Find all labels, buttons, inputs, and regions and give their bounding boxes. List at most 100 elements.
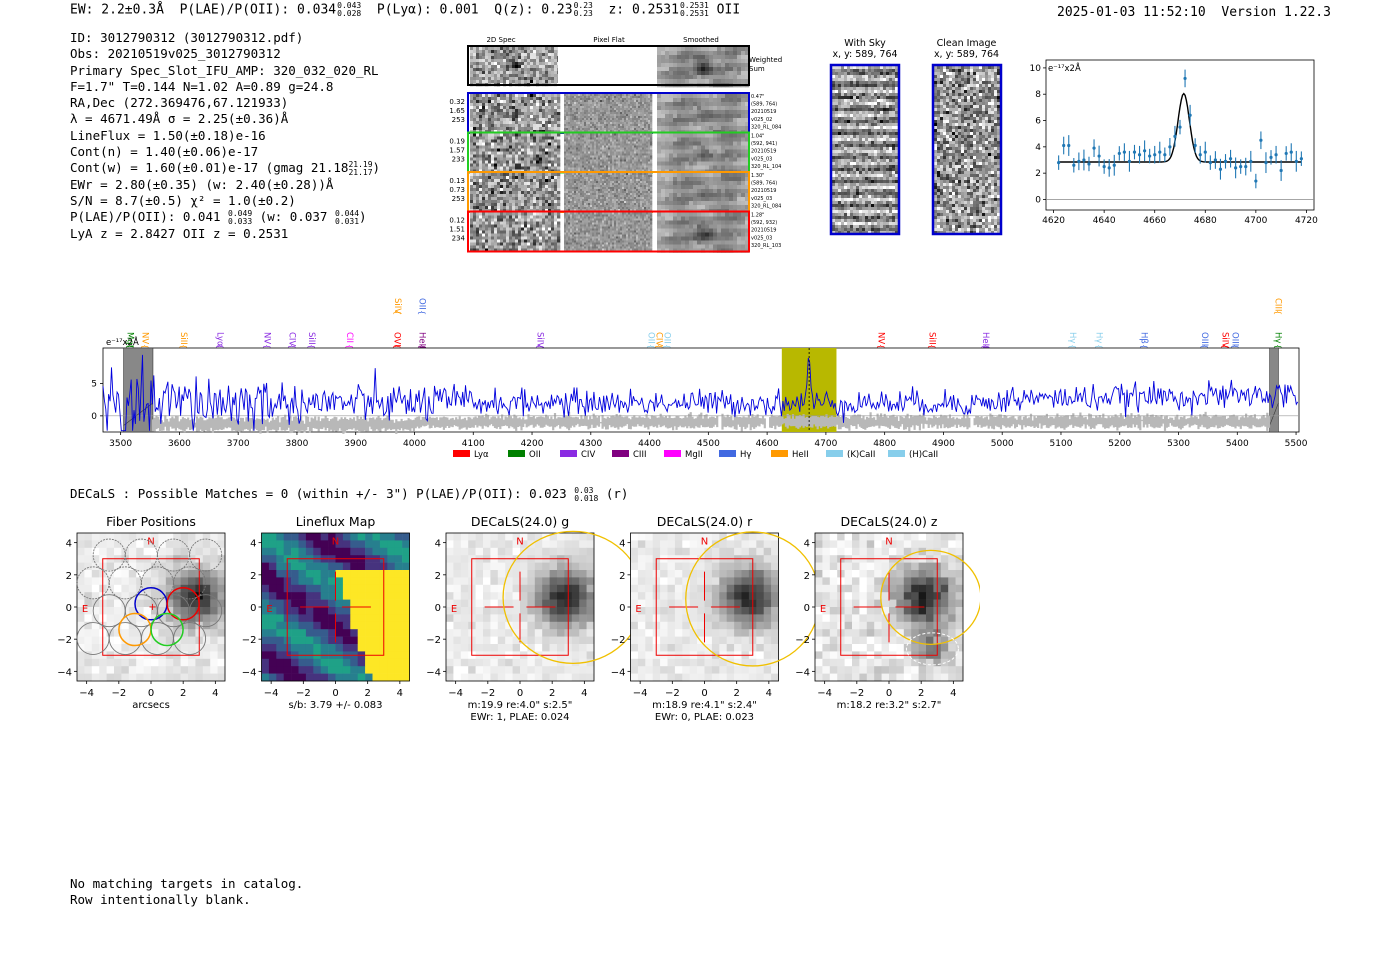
panel-ytick-label: 0 — [804, 603, 810, 614]
fit-data-point — [1249, 159, 1253, 163]
fit-data-point — [1228, 157, 1233, 161]
spectrum-line-label: SiII — [926, 332, 936, 345]
info-plae-w-end: ) — [359, 209, 367, 225]
spectrum-line-label: Hγ — [1273, 332, 1283, 343]
fit-data-point — [1112, 163, 1116, 167]
fiber-row-meta: 1.04" — [751, 134, 764, 140]
fiber-pixel-flat — [564, 133, 653, 172]
fit-data-point — [1173, 134, 1177, 138]
fit-data-point — [1137, 153, 1142, 157]
spectrum-line-label: NV — [262, 332, 272, 344]
fit-xtick-label: 4640 — [1093, 216, 1116, 226]
spectrum-line-marker: NV{ — [139, 332, 149, 349]
panel-xtick-label: 0 — [701, 688, 707, 699]
fit-xtick-label: 4680 — [1194, 216, 1217, 226]
spectrum-line-label: CIV — [654, 332, 664, 346]
panel-ytick-label: −2 — [242, 635, 257, 646]
spectrum-line-label: SiII — [306, 332, 316, 345]
spectrum-line-marker: Hβ{ — [1139, 332, 1149, 349]
fit-data-point — [1067, 143, 1071, 148]
spectrum-xtick-label: 3800 — [285, 439, 308, 449]
spectrum-line-marker: SiII{ — [306, 332, 316, 349]
spectrum-line-label: SiIV — [392, 298, 402, 314]
info-sn: S/N = 8.7(±0.5) χ² = 1.0(±0.2) — [70, 193, 296, 209]
spectrum-legend-item: OII — [508, 450, 541, 460]
fiber-circle — [189, 538, 223, 572]
panel-xtick-label: −2 — [111, 688, 126, 699]
panel-ytick-label: −2 — [426, 635, 441, 646]
spectrum-line-label: OVI — [392, 332, 402, 347]
panel-ytick-label: 2 — [66, 571, 72, 582]
spectrum-legend-label: Hγ — [740, 450, 751, 460]
spectrum-legend-item: (H)CaII — [888, 450, 938, 460]
header-z: z: 0.2531 — [608, 2, 679, 18]
spectrum-line-label: CII — [344, 332, 354, 343]
fiber-row-meta: v025_02 — [751, 117, 772, 123]
spectrum-line-bracket: { — [393, 310, 402, 315]
spectrum-xtick-label: 3900 — [344, 439, 367, 449]
fiber-row-stat: 1.65 — [449, 107, 465, 115]
spectrum-line-label: MgII — [125, 332, 135, 350]
fit-data-point — [1163, 153, 1167, 157]
clean-image-label: Clean Image — [936, 38, 997, 49]
spectrum-xtick-label: 4700 — [814, 439, 837, 449]
spectrum-line-bracket: { — [1068, 344, 1077, 349]
panel-image — [261, 533, 410, 682]
weighted-pixel-flat — [558, 47, 657, 84]
fiber-row-stat: 234 — [452, 235, 466, 243]
spectrum-legend-item: HeII — [771, 450, 809, 460]
spectrum-line-label: HeII — [980, 332, 990, 349]
fit-data-point — [1178, 125, 1182, 129]
fiber-row-meta: 20210519 — [751, 109, 776, 115]
spectrum-xtick-label: 4000 — [403, 439, 426, 449]
fit-data-point — [1057, 161, 1061, 165]
spectrum-line-label: SiIV — [534, 332, 544, 348]
fit-data-point — [1193, 143, 1197, 148]
panel-xtick-label: −4 — [264, 688, 279, 699]
imaging-panel-g: DECaLS(24.0) g N E 4 2 0 −2 −4 −4 −2 0 2 4 m:19.9 re:… — [426, 514, 644, 723]
fiber-circle — [173, 622, 207, 655]
east-label: E — [266, 604, 272, 615]
spectrum-line-label: Hγ — [1093, 332, 1103, 343]
search-box — [655, 558, 754, 656]
panel-xtick-label: 0 — [517, 688, 523, 699]
north-label: N — [332, 536, 339, 547]
fit-data-point — [1244, 164, 1248, 169]
fit-data-point — [1218, 167, 1223, 171]
fit-data-point — [1097, 154, 1101, 158]
panel-ytick-label: 4 — [66, 539, 72, 550]
spectrum-line-label: CIV — [286, 332, 296, 346]
panel-xtick-label: 2 — [364, 688, 370, 699]
panel-ytick-label: −2 — [611, 635, 626, 646]
spectrum-line-label: OII — [416, 298, 426, 310]
spectrum-legend-swatch — [560, 450, 577, 457]
spectrum-line-marker: SiIV{ — [1220, 332, 1230, 349]
header-z-line: OII — [716, 2, 741, 18]
spectrum-line-marker: NV{ — [262, 332, 272, 349]
fiber-row-meta: 1.30" — [751, 173, 764, 179]
header-datetime-version: 2025-01-03 11:52:10 Version 1.22.3 — [1057, 5, 1331, 20]
panel-xtick-label: −2 — [665, 688, 680, 699]
fiber-row-stat: 0.32 — [449, 98, 465, 106]
spectrum-legend-label: CIII — [633, 450, 646, 460]
panel-title: DECaLS(24.0) z — [841, 514, 938, 529]
panel-xtick-label: 4 — [950, 688, 956, 699]
panel-title: Lineflux Map — [296, 514, 376, 529]
imaging-panels: Fiber Positions N E +4 2 0 −2 −4 −4 −2 0 2 4 arcsecs L… — [57, 514, 980, 723]
spectrum-flux-series — [102, 354, 1299, 432]
decals-band: (r) — [605, 486, 629, 501]
fiber-2d-spec — [470, 212, 561, 252]
spectrum-ytick-label: 5 — [91, 380, 97, 390]
spectrum-legend-label: Lyα — [474, 450, 489, 460]
panel-ytick-label: 4 — [250, 539, 256, 550]
spectrum-legend-swatch — [719, 450, 736, 457]
spectrum-xtick-label: 4200 — [521, 439, 544, 449]
fit-data-point — [1158, 150, 1162, 154]
fiber-2d-spec — [470, 94, 561, 134]
header-plae-hi: 0.043 — [337, 1, 362, 10]
info-lambda: λ = 4671.49Å σ = 2.25(±0.36)Å — [70, 111, 289, 127]
spectrum-xtick-label: 4900 — [932, 439, 955, 449]
fit-data-point — [1117, 151, 1121, 156]
spectrum-legend-label: (H)CaII — [909, 450, 938, 460]
fit-ytick-label: 2 — [1035, 169, 1041, 179]
